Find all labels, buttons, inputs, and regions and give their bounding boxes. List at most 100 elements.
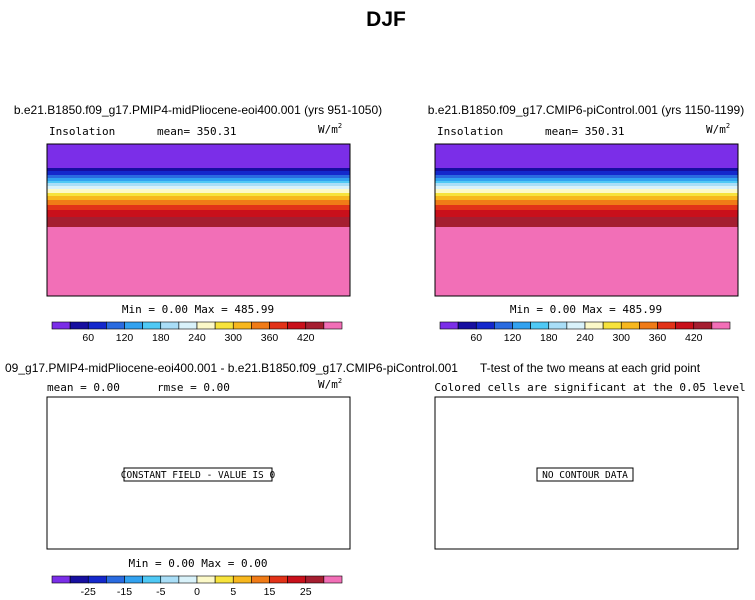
field-band: [47, 167, 350, 169]
field-band: [47, 192, 350, 194]
field-band: [47, 221, 350, 223]
colorbar-swatch: [584, 321, 604, 330]
field-band: [435, 201, 738, 203]
field-band: [435, 249, 738, 251]
field-band: [435, 278, 738, 280]
field-band: [47, 293, 350, 295]
field-band: [47, 241, 350, 243]
field-band: [47, 210, 350, 212]
field-band: [47, 246, 350, 248]
field-band: [47, 274, 350, 276]
field-band: [435, 198, 738, 200]
panel-4-subtitle: Colored cells are significant at the 0.0…: [434, 381, 745, 394]
field-band: [47, 254, 350, 256]
colorbar-swatch: [106, 575, 125, 584]
field-band: [435, 169, 738, 171]
colorbar-tick-label: 360: [261, 332, 279, 344]
field-band: [47, 288, 350, 290]
field-band: [435, 178, 738, 180]
field-band: [435, 164, 738, 166]
field-band: [435, 214, 738, 216]
field-band: [47, 212, 350, 214]
field-band: [435, 230, 738, 232]
field-band: [435, 216, 738, 218]
field-band: [47, 162, 350, 164]
panel-2-title: b.e21.B1850.f09_g17.CMIP6-piControl.001 …: [428, 103, 744, 117]
colorbar-swatch: [323, 575, 343, 584]
panel-1: b.e21.B1850.f09_g17.PMIP4-midPliocene-eo…: [14, 103, 382, 344]
field-band: [435, 252, 738, 254]
panel-3-message-box: [123, 467, 273, 482]
colorbar-swatch: [475, 321, 495, 330]
field-band: [435, 242, 738, 244]
field-band: [47, 286, 350, 288]
field-band: [47, 171, 350, 173]
colorbar-swatch: [251, 575, 270, 584]
field-band: [435, 260, 738, 262]
field-band: [47, 227, 350, 229]
field-band: [47, 275, 350, 277]
field-band: [47, 256, 350, 258]
field-band: [435, 145, 738, 147]
field-band: [47, 160, 350, 162]
field-band: [435, 246, 738, 248]
field-band: [47, 248, 350, 250]
field-band: [47, 179, 350, 181]
field-band: [47, 155, 350, 157]
field-band: [435, 259, 738, 261]
field-band: [47, 230, 350, 232]
colorbar-tick-label: 5: [230, 586, 236, 598]
field-band: [435, 202, 738, 204]
field-band: [435, 165, 738, 167]
panel-3-rmse: rmse = 0.00: [157, 381, 230, 394]
colorbar-tick-label: 180: [540, 332, 558, 344]
field-band: [435, 163, 738, 165]
field-band: [435, 279, 738, 281]
field-band: [47, 189, 350, 191]
panel-1-title: b.e21.B1850.f09_g17.PMIP4-midPliocene-eo…: [14, 103, 382, 117]
field-band: [435, 250, 738, 252]
field-band: [435, 232, 738, 234]
field-band: [47, 258, 350, 260]
colorbar-tick-label: 420: [297, 332, 315, 344]
colorbar-swatch: [196, 321, 216, 330]
field-band: [435, 157, 738, 159]
colorbar-swatch: [142, 575, 162, 584]
colorbar-swatch: [232, 575, 252, 584]
field-band: [435, 159, 738, 161]
field-band: [47, 153, 350, 155]
colorbar-swatch: [251, 321, 270, 330]
field-band: [47, 218, 350, 220]
field-band: [435, 235, 738, 237]
field-band: [47, 154, 350, 156]
field-band: [47, 144, 350, 146]
field-band: [435, 213, 738, 215]
field-band: [47, 284, 350, 286]
field-band: [47, 285, 350, 287]
field-band: [47, 232, 350, 234]
field-band: [47, 278, 350, 280]
field-band: [435, 291, 738, 293]
field-band: [47, 178, 350, 180]
field-band: [435, 183, 738, 185]
field-band: [47, 265, 350, 267]
field-band: [435, 274, 738, 276]
field-band: [435, 197, 738, 199]
field-band: [47, 271, 350, 273]
field-band: [435, 160, 738, 162]
colorbar-swatch: [530, 321, 550, 330]
field-band: [435, 282, 738, 284]
colorbar-swatch: [124, 321, 143, 330]
field-band: [435, 221, 738, 223]
panel-3-message: CONSTANT FIELD - VALUE IS 0: [121, 470, 276, 481]
field-band: [435, 180, 738, 182]
field-band: [47, 207, 350, 209]
colorbar-swatch: [160, 321, 180, 330]
field-band: [47, 197, 350, 199]
field-band: [435, 175, 738, 177]
field-band: [47, 147, 350, 149]
figure-title: DJF: [366, 8, 406, 31]
field-band: [47, 282, 350, 284]
field-band: [435, 161, 738, 163]
